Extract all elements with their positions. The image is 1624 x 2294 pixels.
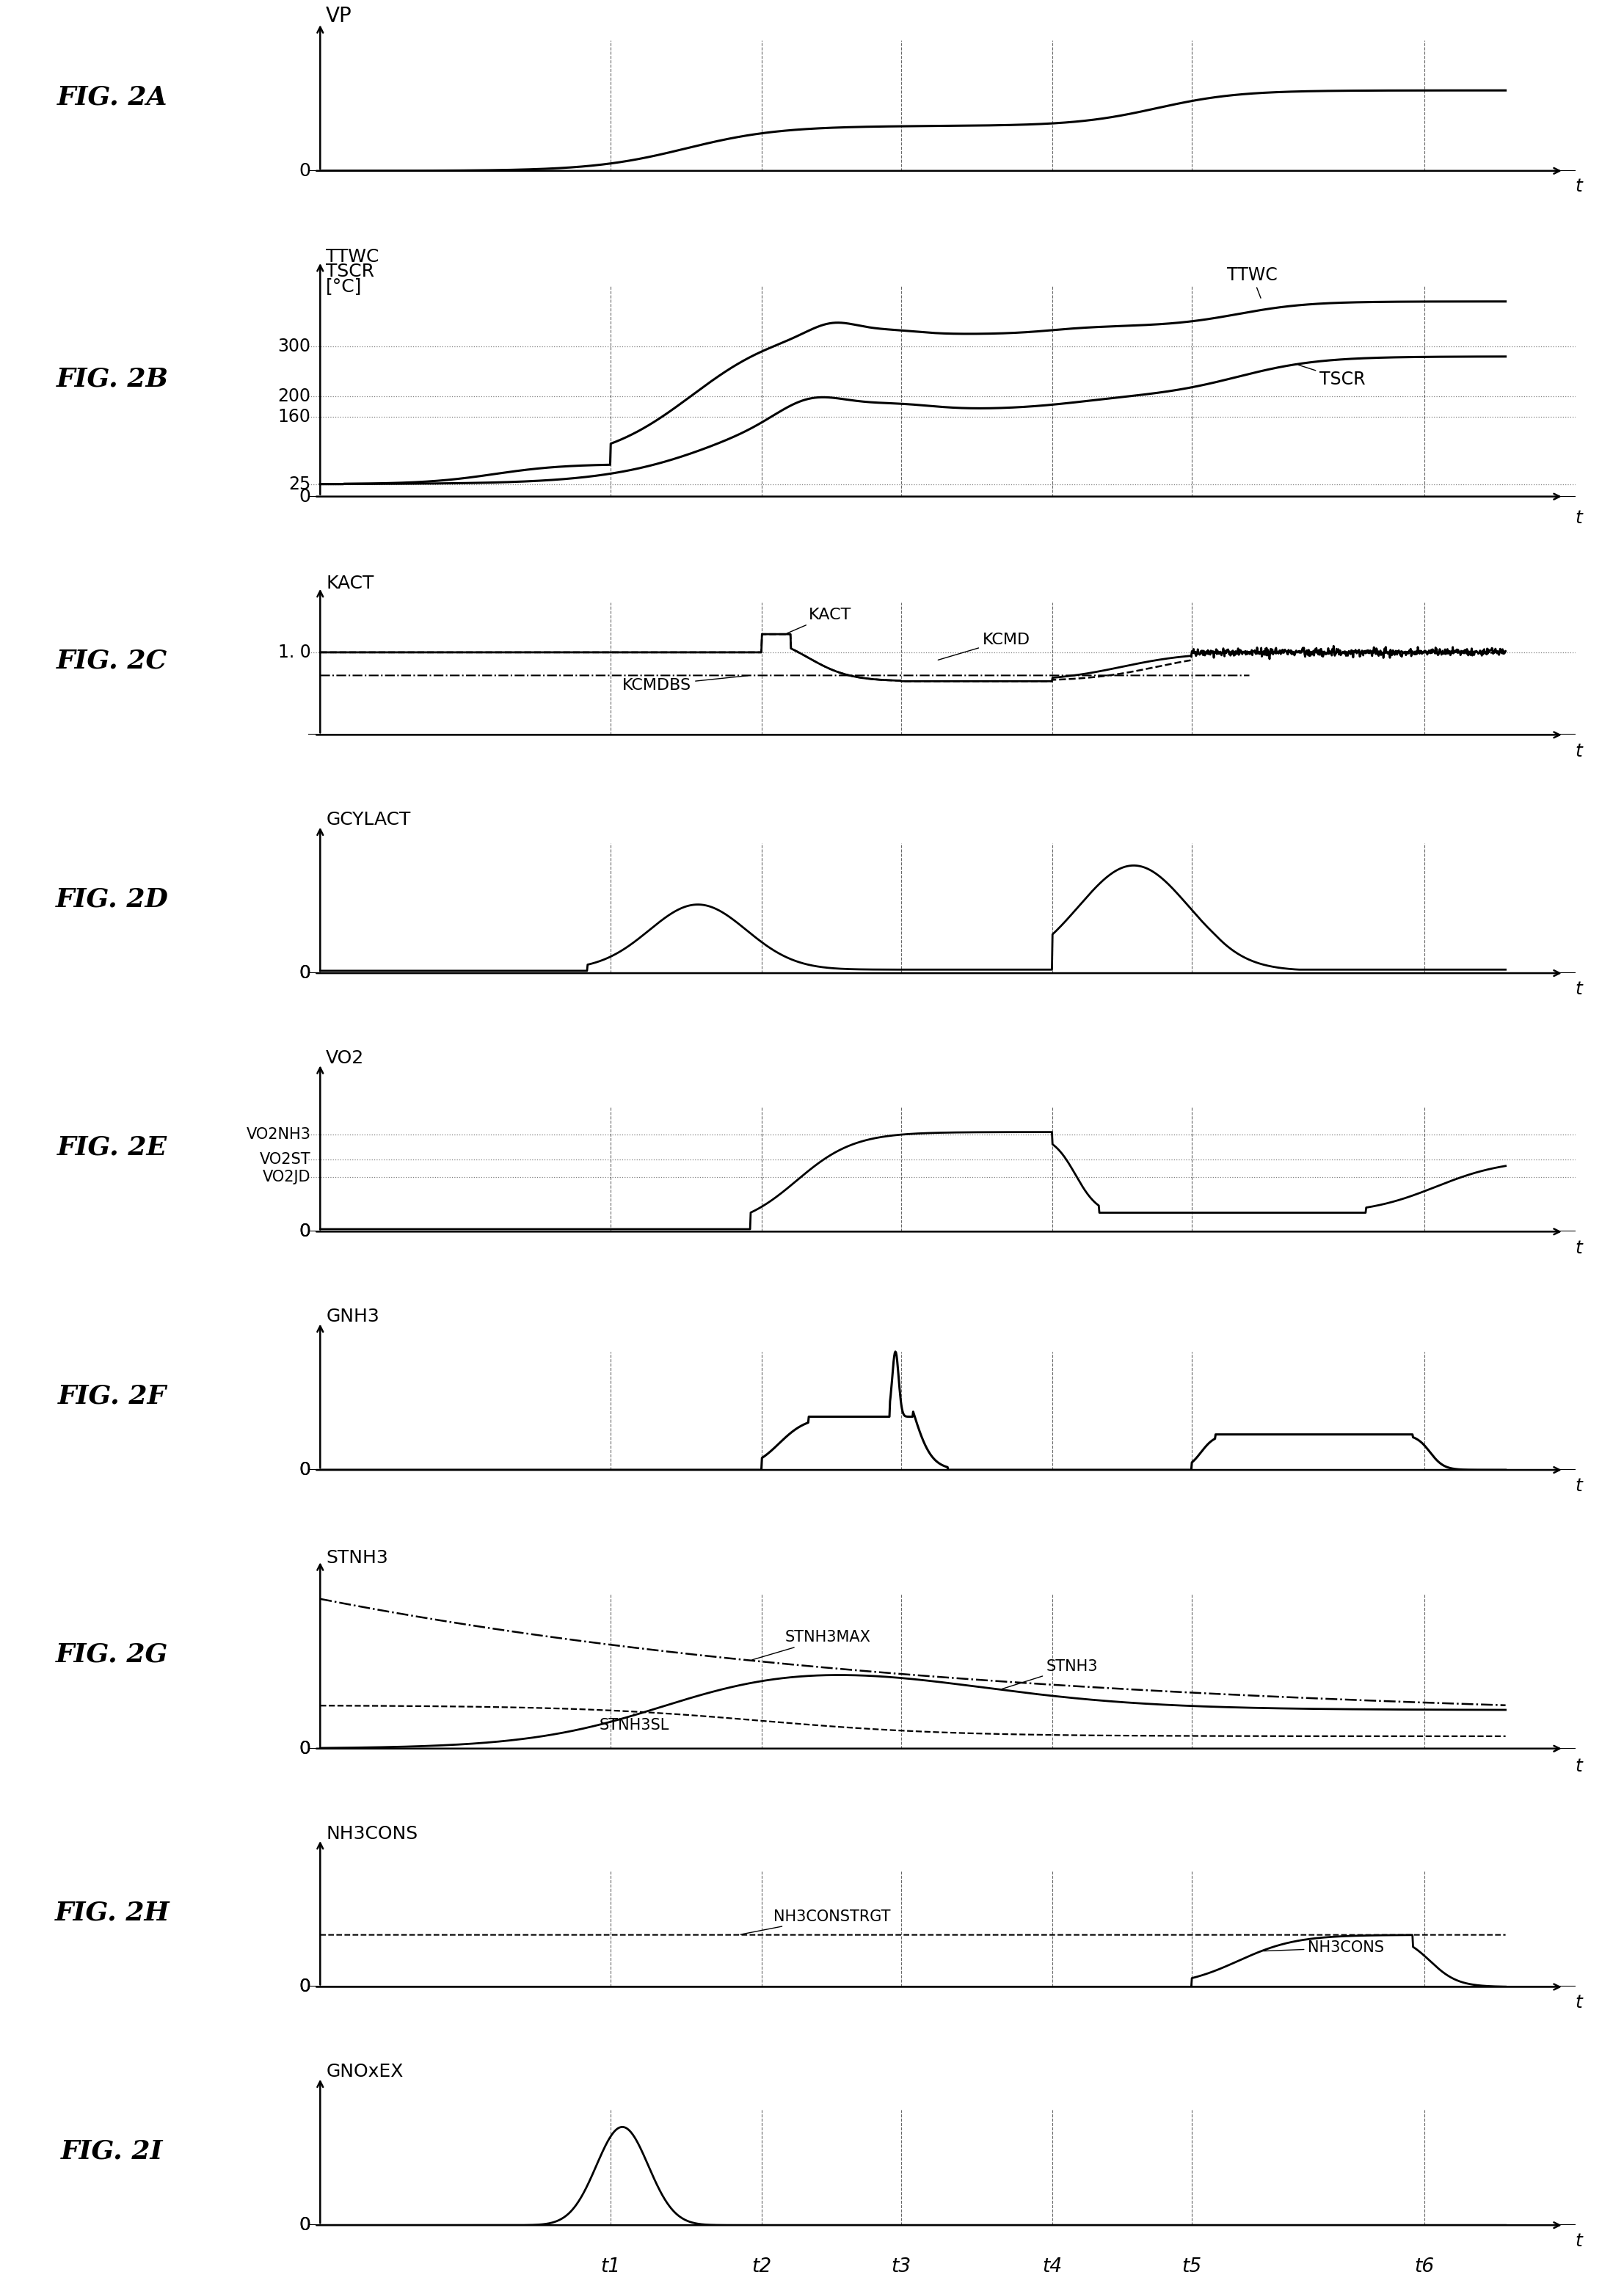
Text: 0: 0 bbox=[299, 489, 310, 505]
Text: KACT: KACT bbox=[788, 608, 851, 633]
Text: 0: 0 bbox=[299, 1461, 310, 1480]
Text: NH3CONS: NH3CONS bbox=[1263, 1941, 1384, 1954]
Text: 160: 160 bbox=[278, 408, 310, 424]
Text: VP: VP bbox=[326, 7, 352, 28]
Text: TTWC: TTWC bbox=[326, 248, 378, 266]
Text: t5: t5 bbox=[1182, 2257, 1202, 2276]
Text: NH3CONSTRGT: NH3CONSTRGT bbox=[741, 1909, 890, 1934]
Text: 0: 0 bbox=[299, 163, 310, 179]
Text: 0: 0 bbox=[299, 1739, 310, 1757]
Text: t6: t6 bbox=[1415, 2257, 1434, 2276]
Text: GNOxEX: GNOxEX bbox=[326, 2062, 403, 2081]
Text: FIG. 2H: FIG. 2H bbox=[55, 1899, 169, 1925]
Text: 0: 0 bbox=[299, 1223, 310, 1241]
Text: 0: 0 bbox=[299, 963, 310, 982]
Text: TSCR: TSCR bbox=[326, 262, 375, 280]
Text: t3: t3 bbox=[892, 2257, 911, 2276]
Text: 0: 0 bbox=[299, 1461, 310, 1480]
Text: NH3CONS: NH3CONS bbox=[326, 1824, 417, 1842]
Text: 0: 0 bbox=[299, 1977, 310, 1996]
Text: GCYLACT: GCYLACT bbox=[326, 812, 411, 828]
Text: 25: 25 bbox=[289, 475, 310, 493]
Text: VO2ST: VO2ST bbox=[260, 1152, 310, 1168]
Text: KCMD: KCMD bbox=[939, 633, 1030, 661]
Text: KCMDBS: KCMDBS bbox=[622, 677, 749, 693]
Text: GNH3: GNH3 bbox=[326, 1308, 380, 1326]
Text: 0: 0 bbox=[299, 1739, 310, 1757]
Text: t: t bbox=[1575, 1757, 1582, 1776]
Text: STNH3MAX: STNH3MAX bbox=[752, 1631, 870, 1661]
Text: FIG. 2E: FIG. 2E bbox=[57, 1136, 167, 1161]
Text: t1: t1 bbox=[601, 2257, 620, 2276]
Text: VO2: VO2 bbox=[326, 1051, 364, 1067]
Text: FIG. 2G: FIG. 2G bbox=[55, 1643, 169, 1668]
Text: TSCR: TSCR bbox=[1298, 365, 1366, 388]
Text: [°C]: [°C] bbox=[326, 278, 362, 296]
Text: FIG. 2D: FIG. 2D bbox=[55, 888, 169, 911]
Text: TTWC: TTWC bbox=[1226, 266, 1276, 298]
Text: t2: t2 bbox=[752, 2257, 771, 2276]
Text: 200: 200 bbox=[278, 388, 310, 406]
Text: t: t bbox=[1575, 2232, 1582, 2250]
Text: t: t bbox=[1575, 179, 1582, 195]
Text: VO2NH3: VO2NH3 bbox=[247, 1126, 310, 1142]
Text: 0: 0 bbox=[299, 2216, 310, 2234]
Text: t: t bbox=[1575, 1477, 1582, 1496]
Text: 300: 300 bbox=[278, 337, 310, 356]
Text: FIG. 2A: FIG. 2A bbox=[57, 85, 167, 110]
Text: t: t bbox=[1575, 1993, 1582, 2012]
Text: FIG. 2I: FIG. 2I bbox=[62, 2138, 164, 2163]
Text: FIG. 2B: FIG. 2B bbox=[57, 367, 169, 392]
Text: STNH3: STNH3 bbox=[326, 1548, 388, 1567]
Text: 0: 0 bbox=[299, 2216, 310, 2234]
Text: FIG. 2F: FIG. 2F bbox=[58, 1383, 167, 1409]
Text: STNH3SL: STNH3SL bbox=[599, 1714, 669, 1732]
Text: t: t bbox=[1575, 743, 1582, 759]
Text: 0: 0 bbox=[299, 1223, 310, 1241]
Text: VO2JD: VO2JD bbox=[263, 1170, 310, 1184]
Text: t: t bbox=[1575, 509, 1582, 528]
Text: t4: t4 bbox=[1043, 2257, 1062, 2276]
Text: 0: 0 bbox=[299, 963, 310, 982]
Text: t: t bbox=[1575, 980, 1582, 998]
Text: KACT: KACT bbox=[326, 574, 374, 592]
Text: 1. 0: 1. 0 bbox=[278, 645, 310, 661]
Text: FIG. 2C: FIG. 2C bbox=[57, 649, 167, 674]
Text: t: t bbox=[1575, 1239, 1582, 1257]
Text: 0: 0 bbox=[299, 1977, 310, 1996]
Text: STNH3: STNH3 bbox=[1002, 1659, 1098, 1688]
